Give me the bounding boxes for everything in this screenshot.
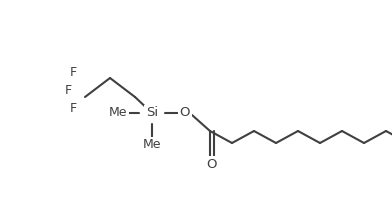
Text: F: F: [69, 103, 76, 116]
Text: O: O: [180, 107, 190, 120]
Text: Si: Si: [146, 107, 158, 120]
Text: Me: Me: [143, 139, 161, 152]
Text: Me: Me: [109, 107, 127, 120]
Text: O: O: [207, 158, 217, 170]
Text: F: F: [69, 67, 76, 80]
Text: F: F: [64, 84, 72, 97]
